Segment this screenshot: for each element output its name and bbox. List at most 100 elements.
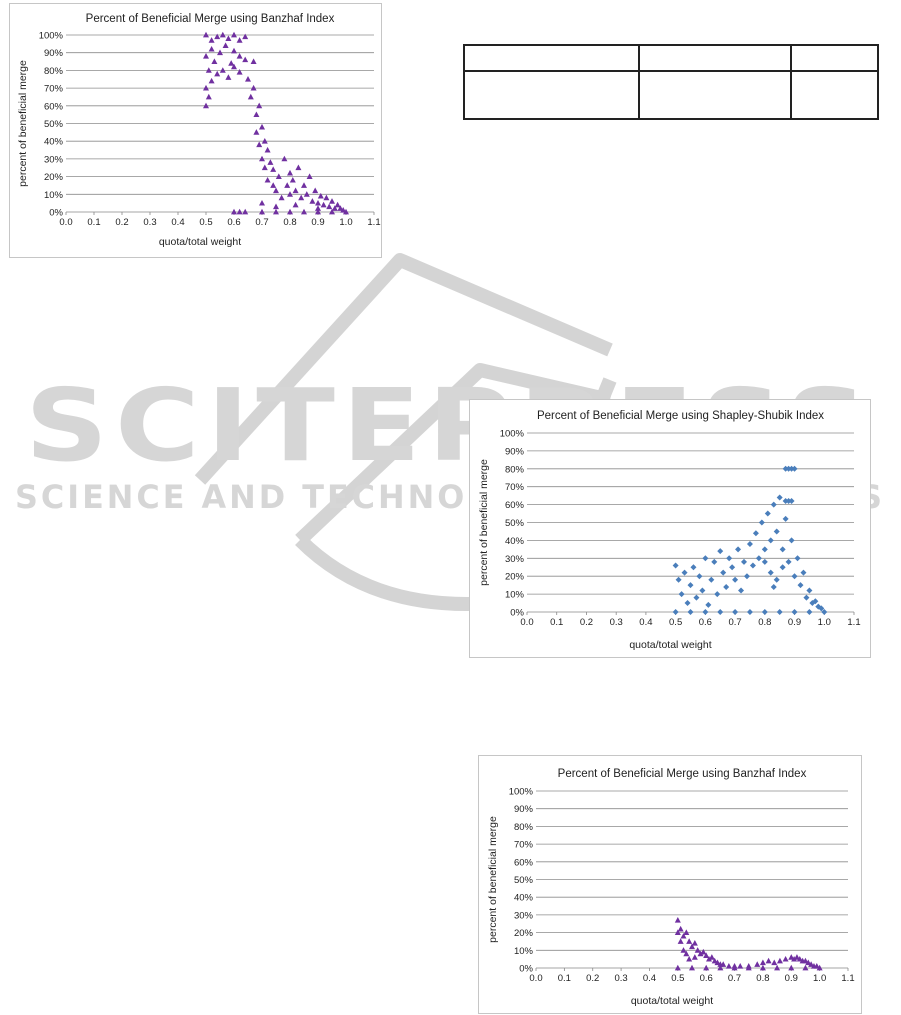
y-tick-label: 70%: [44, 84, 64, 95]
data-point: [699, 587, 706, 594]
data-point: [788, 964, 795, 971]
data-point: [312, 187, 319, 194]
data-point: [694, 947, 701, 953]
data-point: [802, 957, 809, 964]
data-point: [236, 37, 243, 43]
chart-title: Percent of Beneficial Merge using Banzha…: [558, 768, 807, 780]
data-point: [711, 957, 718, 964]
table-cell: [790, 44, 879, 72]
y-tick-label: 80%: [514, 822, 534, 833]
data-point: [256, 141, 263, 148]
chart-svg: Percent of Beneficial Merge using Banzha…: [17, 13, 381, 248]
data-point: [303, 191, 310, 197]
data-point: [806, 587, 813, 594]
data-point: [818, 605, 825, 612]
data-point: [708, 954, 715, 960]
data-point: [680, 947, 687, 953]
y-tick-label: 20%: [514, 928, 534, 939]
data-point: [802, 964, 809, 971]
data-point: [687, 609, 694, 615]
data-point: [675, 576, 682, 583]
data-point: [306, 173, 313, 179]
data-point: [680, 932, 687, 939]
data-point: [208, 37, 215, 43]
y-tick-label: 30%: [44, 154, 64, 165]
x-tick-label: 0.3: [610, 617, 623, 628]
data-point: [735, 546, 742, 553]
x-tick-label: 1.0: [818, 617, 831, 628]
data-point: [292, 201, 299, 208]
data-point: [287, 169, 293, 176]
data-point: [785, 558, 792, 565]
data-point: [273, 203, 279, 210]
x-axis-label: quota/total weight: [631, 995, 713, 1007]
data-point: [278, 194, 285, 201]
data-point: [331, 205, 338, 211]
data-point: [242, 208, 249, 215]
data-point: [231, 47, 237, 54]
data-point: [703, 964, 710, 971]
data-point: [791, 465, 798, 472]
chart-shapley-shubik: Percent of Beneficial Merge using Shaple…: [469, 399, 871, 658]
data-point: [717, 609, 724, 615]
data-point: [203, 102, 209, 109]
x-tick-label: 0.9: [311, 217, 324, 228]
data-point: [761, 558, 768, 565]
x-tick-label: 0.9: [785, 973, 798, 984]
data-point: [203, 53, 209, 59]
data-point: [717, 548, 724, 555]
data-point: [737, 963, 744, 969]
x-tick-label: 0.0: [520, 617, 533, 628]
data-point: [731, 964, 738, 971]
y-tick-label: 10%: [505, 590, 525, 601]
x-tick-label: 1.1: [847, 617, 860, 628]
data-point: [788, 498, 795, 505]
data-point: [770, 501, 777, 508]
y-tick-label: 100%: [509, 787, 534, 798]
empty-table: [463, 44, 879, 120]
data-point: [225, 35, 232, 41]
data-point: [315, 205, 321, 211]
x-tick-label: 0.7: [728, 973, 741, 984]
data-point: [746, 609, 753, 615]
data-point: [749, 562, 756, 569]
data-point: [289, 176, 296, 183]
y-tick-label: 50%: [505, 518, 525, 529]
chart-title: Percent of Beneficial Merge using Banzha…: [86, 13, 335, 25]
data-point: [791, 573, 798, 580]
data-point: [808, 961, 815, 967]
table-cell: [790, 70, 879, 120]
chart-svg: Percent of Beneficial Merge using Banzha…: [487, 768, 855, 1007]
data-point: [816, 964, 823, 971]
y-tick-label: 20%: [44, 172, 64, 183]
data-point: [788, 537, 795, 544]
data-point: [779, 564, 786, 571]
data-point: [267, 159, 274, 165]
data-point: [761, 546, 768, 553]
data-point: [315, 199, 321, 206]
data-point: [259, 208, 265, 215]
table-cell: [638, 44, 792, 72]
x-tick-label: 0.2: [115, 217, 128, 228]
table-cell: [463, 44, 640, 72]
data-point: [672, 609, 679, 615]
data-point: [317, 192, 324, 199]
data-point: [270, 182, 277, 188]
x-tick-label: 0.8: [756, 973, 769, 984]
x-tick-label: 1.1: [367, 217, 380, 228]
y-tick-label: 40%: [505, 536, 525, 547]
x-tick-label: 0.5: [199, 217, 212, 228]
x-tick-label: 0.9: [788, 617, 801, 628]
data-point: [691, 940, 698, 946]
x-axis-label: quota/total weight: [629, 639, 711, 651]
data-point: [683, 929, 690, 935]
chart-title: Percent of Beneficial Merge using Shaple…: [537, 410, 824, 422]
data-point: [287, 208, 293, 215]
data-point: [334, 201, 341, 208]
y-axis-label: percent of beneficial merge: [17, 60, 29, 187]
data-point: [273, 208, 279, 215]
data-point: [320, 201, 327, 208]
data-point: [788, 954, 795, 960]
data-point: [743, 573, 750, 580]
data-point: [759, 959, 766, 966]
